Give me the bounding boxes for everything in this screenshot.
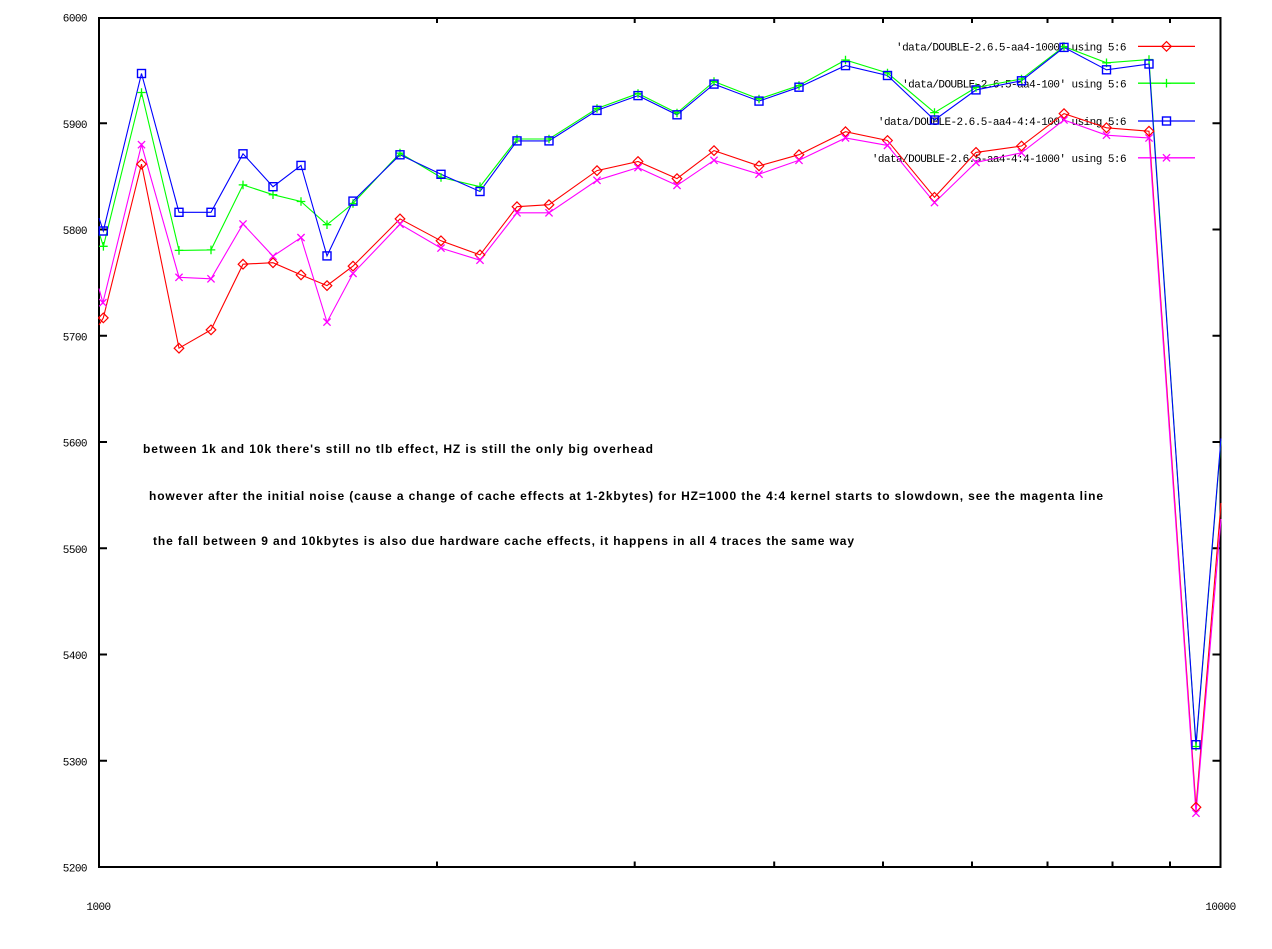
svg-text:5900: 5900 xyxy=(63,120,87,132)
svg-text:'data/DOUBLE-2.6.5-aa4-4:4-100: 'data/DOUBLE-2.6.5-aa4-4:4-100' using 5:… xyxy=(878,117,1126,129)
svg-text:5800: 5800 xyxy=(63,226,87,238)
svg-text:between 1k and 10k there's sti: between 1k and 10k there's still no tlb … xyxy=(143,442,653,456)
svg-text:'data/DOUBLE-2.6.5-aa4-4:4-100: 'data/DOUBLE-2.6.5-aa4-4:4-1000' using 5… xyxy=(872,154,1126,166)
svg-text:5300: 5300 xyxy=(63,757,87,769)
svg-text:5400: 5400 xyxy=(63,651,87,663)
svg-text:1000: 1000 xyxy=(86,902,110,914)
svg-text:'data/DOUBLE-2.6.5-aa4-100' us: 'data/DOUBLE-2.6.5-aa4-100' using 5:6 xyxy=(902,79,1126,91)
svg-text:5700: 5700 xyxy=(63,332,87,344)
svg-text:10000: 10000 xyxy=(1205,902,1235,914)
svg-text:however after the initial nois: however after the initial noise (cause a… xyxy=(149,489,1103,503)
svg-text:5200: 5200 xyxy=(63,864,87,876)
svg-text:6000: 6000 xyxy=(63,14,87,26)
svg-text:the fall between 9 and 10kbyte: the fall between 9 and 10kbytes is also … xyxy=(153,534,854,548)
svg-text:5500: 5500 xyxy=(63,545,87,557)
svg-text:'data/DOUBLE-2.6.5-aa4-1000' u: 'data/DOUBLE-2.6.5-aa4-1000' using 5:6 xyxy=(896,43,1126,55)
svg-text:5600: 5600 xyxy=(63,439,87,451)
